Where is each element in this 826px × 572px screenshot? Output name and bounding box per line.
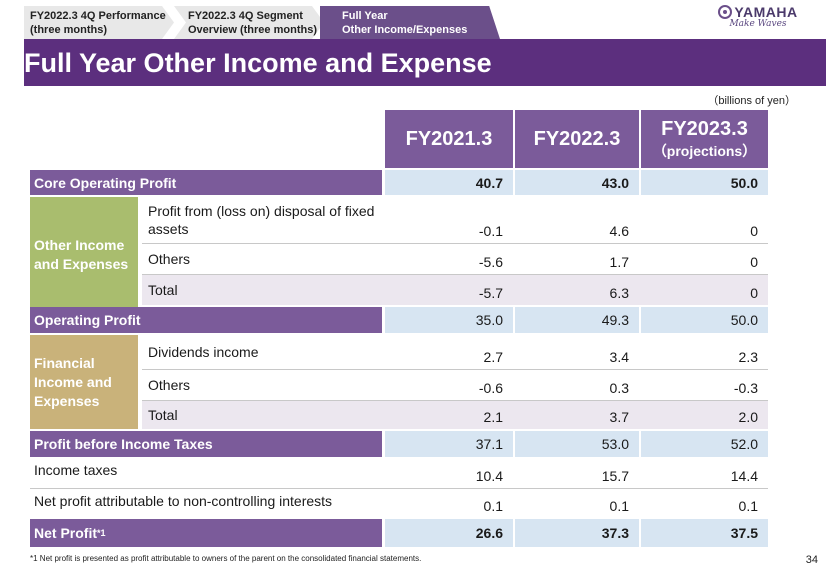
value-fy2021: 40.7 bbox=[385, 170, 513, 195]
value-fy2023: 52.0 bbox=[641, 431, 768, 457]
logo-name: YAMAHA bbox=[734, 4, 798, 20]
value-fy2022: 3.4 bbox=[609, 349, 629, 365]
value-fy2023: 0 bbox=[750, 285, 758, 301]
header-fy2021-label: FY2021.3 bbox=[405, 127, 493, 150]
value-fy2022: 3.7 bbox=[609, 409, 629, 425]
row-dividends: Dividends income 2.7 3.4 2.3 bbox=[30, 335, 768, 369]
tab-4q-performance-line2: (three months) bbox=[30, 24, 107, 36]
value-fy2023: 2.0 bbox=[738, 409, 758, 425]
row-other-others: Others -5.6 1.7 0 bbox=[30, 244, 768, 274]
net-profit-label: Net Profit bbox=[34, 525, 97, 541]
value-fy2021: -0.1 bbox=[478, 223, 503, 239]
value-fy2021: 37.1 bbox=[385, 431, 513, 457]
value-fy2022: 0.3 bbox=[609, 380, 629, 396]
title-band bbox=[24, 39, 826, 86]
page-title: Full Year Other Income and Expense bbox=[24, 48, 492, 78]
value-fy2023: 0.1 bbox=[738, 498, 758, 514]
group-label-financial: Financial Income and Expenses bbox=[30, 335, 138, 429]
logo-tagline: Make Waves bbox=[729, 19, 787, 29]
value-fy2023: 14.4 bbox=[730, 468, 758, 484]
row-divider bbox=[142, 369, 768, 370]
group-label-other-income: Other Income and Expenses bbox=[30, 197, 138, 312]
value-fy2022: 6.3 bbox=[609, 285, 629, 301]
tab-4q-segment-line2: Overview (three months) bbox=[188, 24, 317, 36]
value-fy2021: 35.0 bbox=[385, 307, 513, 333]
row-label: Core Operating Profit bbox=[30, 170, 382, 195]
row-core-operating-profit: Core Operating Profit 40.7 43.0 50.0 bbox=[30, 170, 768, 195]
page-number: 34 bbox=[805, 554, 818, 566]
value-fy2022: 49.3 bbox=[515, 307, 639, 333]
value-fy2023: -0.3 bbox=[733, 380, 758, 396]
value-fy2021: 26.6 bbox=[385, 519, 513, 547]
tab-4q-segment-line1: FY2022.3 4Q Segment bbox=[188, 10, 303, 22]
net-profit-footnote-ref: *1 bbox=[97, 528, 106, 538]
row-label: Profit from (loss on) disposal of fixed … bbox=[148, 203, 375, 237]
header-fy2023-label: FY2023.3 bbox=[661, 117, 748, 140]
tuning-fork-icon bbox=[718, 5, 733, 19]
row-label: Others bbox=[148, 377, 191, 393]
value-fy2022: 37.3 bbox=[515, 519, 639, 547]
value-fy2022: 15.7 bbox=[601, 468, 629, 484]
section-tabs: FY2022.3 4Q Performance (three months) F… bbox=[24, 6, 504, 39]
value-fy2021: 2.7 bbox=[483, 349, 503, 365]
row-label: Operating Profit bbox=[30, 307, 382, 333]
tab-4q-performance[interactable]: FY2022.3 4Q Performance (three months) bbox=[24, 6, 174, 39]
value-fy2021: -5.6 bbox=[478, 254, 503, 270]
row-divider bbox=[30, 488, 768, 489]
row-non-controlling: Net profit attributable to non-controlli… bbox=[30, 489, 768, 518]
value-fy2022: 1.7 bbox=[609, 254, 629, 270]
value-fy2023: 50.0 bbox=[641, 170, 768, 195]
header-fy2023-sub: （projections） bbox=[652, 142, 757, 159]
row-label: Total bbox=[148, 407, 178, 423]
row-label: Total bbox=[148, 282, 178, 298]
value-fy2021: 2.1 bbox=[483, 409, 503, 425]
row-other-total: Total -5.7 6.3 0 bbox=[142, 275, 768, 305]
value-fy2021: 10.4 bbox=[475, 468, 503, 484]
row-label: Others bbox=[148, 251, 191, 267]
header-fy2022: FY2022.3 bbox=[515, 110, 639, 168]
row-net-profit: Net Profit *1 26.6 37.3 37.5 bbox=[30, 519, 768, 547]
header-fy2023: FY2023.3 （projections） bbox=[641, 110, 768, 168]
value-fy2022: 53.0 bbox=[515, 431, 639, 457]
row-fin-total: Total 2.1 3.7 2.0 bbox=[142, 401, 768, 429]
value-fy2021: -5.7 bbox=[478, 285, 503, 301]
row-label: Dividends income bbox=[148, 344, 259, 360]
tab-full-year-line1: Full Year bbox=[342, 10, 388, 22]
row-label: Income taxes bbox=[34, 462, 118, 478]
row-fin-others: Others -0.6 0.3 -0.3 bbox=[30, 370, 768, 400]
unit-note: （billions of yen） bbox=[707, 95, 796, 107]
value-fy2022: 43.0 bbox=[515, 170, 639, 195]
tab-4q-segment[interactable]: FY2022.3 4Q Segment Overview (three mont… bbox=[174, 6, 324, 39]
row-divider bbox=[142, 400, 768, 401]
value-fy2023: 37.5 bbox=[641, 519, 768, 547]
header-fy2022-label: FY2022.3 bbox=[533, 127, 621, 150]
value-fy2021: -0.6 bbox=[478, 380, 503, 396]
row-fixed-assets: Profit from (loss on) disposal of fixed … bbox=[30, 197, 768, 243]
row-label: Profit before Income Taxes bbox=[30, 431, 382, 457]
value-fy2022: 0.1 bbox=[609, 498, 629, 514]
row-operating-profit: Operating Profit 35.0 49.3 50.0 bbox=[30, 307, 768, 333]
row-profit-before-tax: Profit before Income Taxes 37.1 53.0 52.… bbox=[30, 431, 768, 457]
tab-full-year-other[interactable]: Full Year Other Income/Expenses bbox=[320, 6, 500, 39]
tab-4q-performance-line1: FY2022.3 4Q Performance bbox=[30, 10, 166, 22]
row-divider bbox=[142, 243, 768, 244]
yamaha-logo: YAMAHA Make Waves bbox=[712, 4, 804, 29]
header-fy2021: FY2021.3 bbox=[385, 110, 513, 168]
tab-full-year-line2: Other Income/Expenses bbox=[342, 24, 468, 36]
footnote: *1 Net profit is presented as profit att… bbox=[30, 554, 422, 563]
value-fy2022: 4.6 bbox=[609, 223, 629, 239]
value-fy2021: 0.1 bbox=[483, 498, 503, 514]
value-fy2023: 0 bbox=[750, 223, 758, 239]
row-divider bbox=[142, 274, 768, 275]
value-fy2023: 2.3 bbox=[738, 349, 758, 365]
row-label: Net profit attributable to non-controlli… bbox=[34, 493, 333, 509]
value-fy2023: 0 bbox=[750, 254, 758, 270]
row-income-taxes: Income taxes 10.4 15.7 14.4 bbox=[30, 458, 768, 488]
row-label: Net Profit *1 bbox=[30, 519, 382, 547]
value-fy2023: 50.0 bbox=[641, 307, 768, 333]
